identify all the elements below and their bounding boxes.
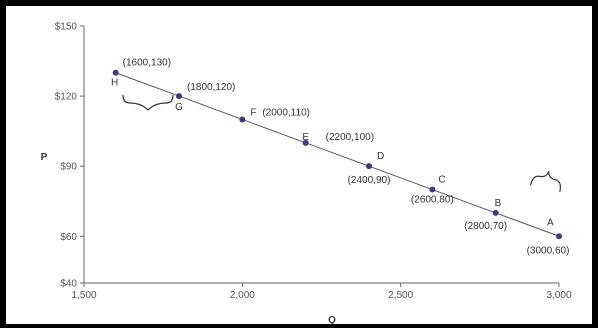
x-ticks: 1,500 2,000 2,500 3,000: [71, 283, 572, 301]
point-coord-e: (2200,100): [326, 132, 374, 143]
y-axis-label: P: [41, 152, 48, 163]
point-coord-f: (2000,110): [262, 107, 310, 118]
point-coord-c: (2600,80): [411, 195, 454, 206]
data-point-h: [112, 69, 119, 76]
y-tick-label: $120: [55, 92, 78, 103]
y-tick-label: $150: [55, 22, 78, 33]
data-point-a: [556, 233, 562, 240]
point-letter-a: A: [547, 217, 554, 228]
data-point-f: [239, 116, 246, 123]
x-tick-label: 3,000: [546, 290, 571, 301]
x-tick-label: 1,500: [71, 290, 96, 301]
point-coord-g: (1800,120): [187, 82, 235, 93]
y-ticks: $40 $60 $90 $120 $150: [55, 22, 84, 290]
x-tick-label: 2,000: [230, 290, 255, 301]
brace-right: [529, 170, 561, 193]
brace-left: [122, 94, 174, 111]
point-coord-a: (3000,60): [527, 245, 570, 256]
data-point-e: [302, 139, 309, 146]
y-tick-label: $60: [60, 232, 77, 243]
point-letter-h: H: [111, 78, 118, 89]
data-points: [112, 69, 562, 240]
axes: [83, 26, 559, 284]
chart-frame: $40 $60 $90 $120 $150 1,500 2,000 2,500 3,000 Q…: [6, 6, 592, 324]
demand-chart: $40 $60 $90 $120 $150 1,500 2,000 2,500 3,000 Q…: [41, 22, 572, 325]
point-coord-b: (2800,70): [464, 221, 507, 232]
point-letter-b: B: [495, 198, 502, 209]
y-tick-label: $90: [60, 162, 77, 173]
point-letter-g: G: [175, 102, 183, 113]
demand-line: [115, 72, 560, 237]
x-axis-label: Q: [328, 315, 336, 324]
point-letter-e: E: [302, 132, 309, 143]
data-point-d: [366, 163, 372, 170]
x-tick-label: 2,500: [388, 290, 413, 301]
data-point-g: [176, 93, 182, 100]
point-coord-h: (1600,130): [123, 58, 171, 69]
point-letter-c: C: [438, 175, 445, 186]
point-coord-d: (2400,90): [348, 175, 391, 186]
point-labels: H (1600,130) G (1800,120) F (2000,110) E (2200,…: [111, 58, 569, 257]
point-letter-f: F: [250, 107, 256, 118]
data-point-c: [429, 186, 436, 193]
data-point-b: [492, 209, 499, 216]
point-letter-d: D: [377, 151, 384, 162]
y-tick-label: $40: [60, 279, 77, 290]
